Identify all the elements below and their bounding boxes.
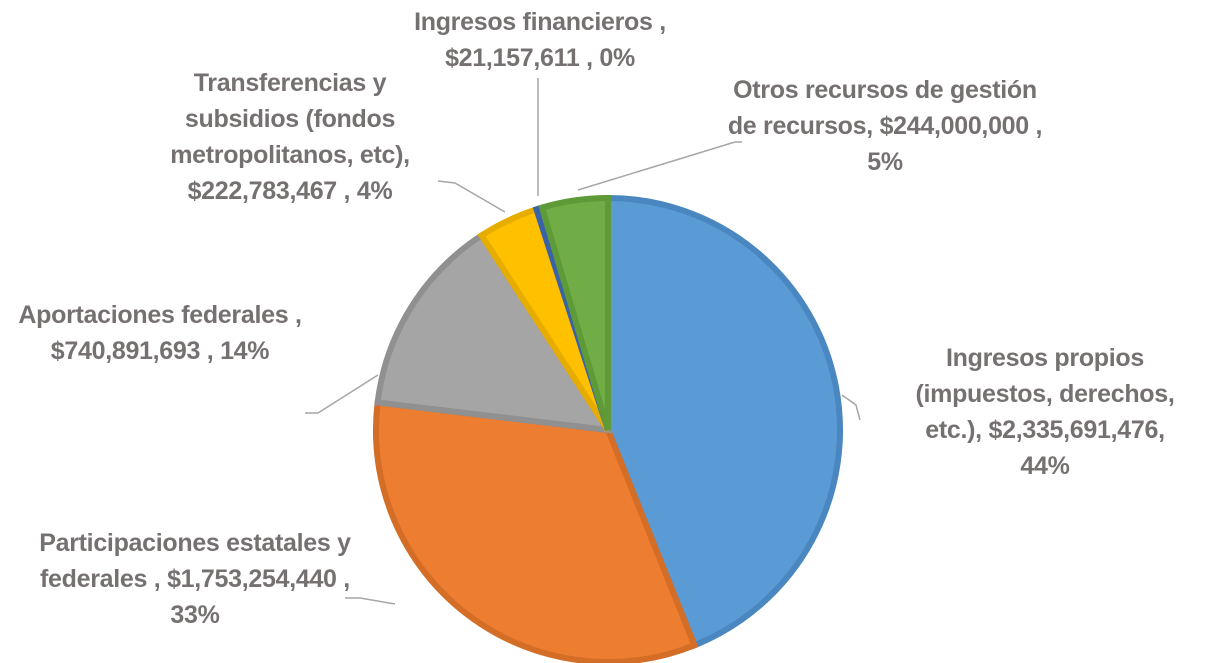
pie-slice	[373, 399, 699, 663]
value-label: $2,335,691,476,	[988, 416, 1165, 444]
leader-line	[841, 394, 861, 421]
leader-line	[345, 597, 396, 605]
category-label: Ingresos financieros ,	[414, 8, 666, 36]
leader-line	[577, 141, 742, 191]
pie-slice	[605, 194, 843, 650]
slice-label: Transferencias y subsidios (fondos metro…	[140, 65, 440, 209]
slice-label: Ingresos propios (impuestos, derechos, e…	[900, 340, 1190, 484]
category-label: Otros recursos de gestión de recursos,	[727, 76, 1037, 140]
category-label: Participaciones estatales y federales ,	[39, 529, 351, 593]
category-label: Ingresos propios (impuestos, derechos, e…	[915, 344, 1175, 444]
category-label: Aportaciones federales ,	[18, 301, 302, 329]
pie-slice	[538, 194, 611, 431]
category-label: Transferencias y subsidios (fondos metro…	[170, 69, 410, 169]
percent-label: 44%	[1020, 452, 1070, 480]
value-label: $1,753,254,440 ,	[167, 565, 350, 593]
slice-label: Participaciones estatales y federales , …	[25, 525, 365, 633]
percent-label: 5%	[867, 148, 903, 176]
slice-label: Ingresos financieros , $21,157,611 , 0%	[375, 4, 705, 76]
value-label: $244,000,000 ,	[879, 112, 1043, 140]
percent-label: 14%	[220, 337, 270, 365]
percent-label: 33%	[170, 601, 220, 629]
percent-label: 0%	[599, 44, 635, 72]
slice-label: Otros recursos de gestión de recursos, $…	[725, 72, 1045, 180]
value-label: $21,157,611 ,	[445, 44, 593, 72]
pie-slice	[374, 231, 615, 434]
value-label: $222,783,467 ,	[187, 177, 351, 205]
leader-line	[437, 180, 506, 213]
percent-label: 4%	[356, 177, 393, 205]
leader-line	[305, 374, 379, 414]
value-label: $740,891,693 ,	[50, 337, 214, 365]
slice-label: Aportaciones federales , $740,891,693 , …	[5, 297, 315, 369]
